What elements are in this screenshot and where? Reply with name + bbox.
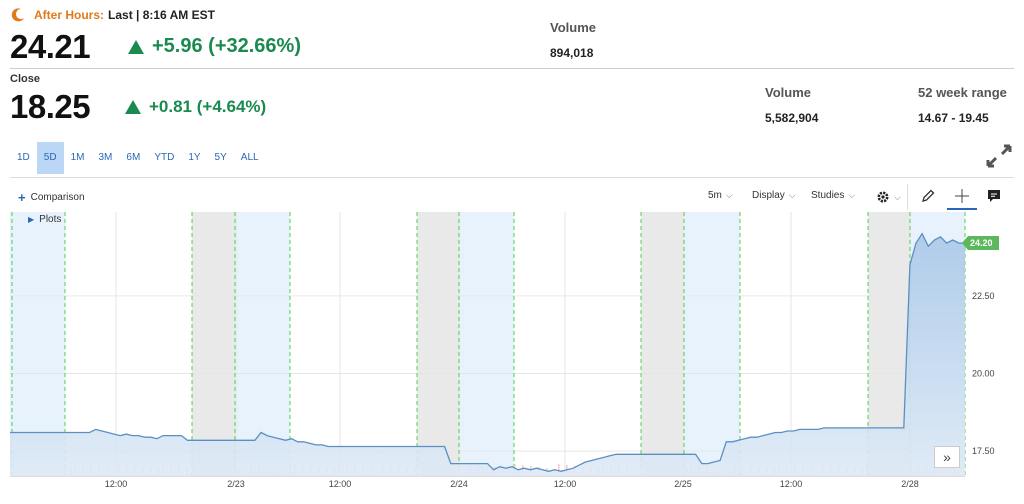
after-hours-row: After Hours: Last | 8:16 AM EST: [10, 6, 215, 24]
gear-icon: [877, 191, 889, 203]
expand-icon[interactable]: [985, 143, 1013, 169]
x-tick-label: 12:00: [329, 479, 352, 488]
range-ytd[interactable]: YTD: [154, 152, 175, 163]
x-tick-label: 2/24: [450, 479, 468, 488]
session-band: [684, 212, 740, 476]
after-hours-change-value: +5.96 (+32.66%): [152, 35, 301, 57]
session-band: [235, 212, 290, 476]
studies-dropdown[interactable]: Studies ⌵: [811, 190, 855, 201]
price-area: [10, 233, 965, 476]
week-range-label: 52 week range: [918, 85, 1007, 100]
session-band: [192, 212, 235, 476]
after-hours-volume: 894,018: [550, 46, 594, 60]
close-change: +0.81 (+4.64%): [125, 97, 266, 117]
range-1m[interactable]: 1M: [70, 152, 85, 163]
x-tick-label: 12:00: [780, 479, 803, 488]
up-arrow-icon: [125, 100, 141, 114]
price-line: [10, 232, 965, 472]
x-tick-label: 12:00: [554, 479, 577, 488]
moon-icon: [11, 8, 24, 22]
after-hours-volume-label: Volume: [550, 20, 596, 35]
range-all[interactable]: ALL: [240, 152, 259, 163]
pencil-icon[interactable]: [920, 188, 936, 204]
chart-toolbar: + Comparison 5m ⌵ Display ⌵ Studies ⌵ ⌵: [10, 184, 1014, 210]
interval-label: 5m: [708, 190, 722, 201]
x-tick-label: 2/23: [227, 479, 245, 488]
interval-dropdown[interactable]: 5m ⌵: [708, 190, 733, 201]
crosshair-tool[interactable]: [947, 184, 977, 210]
scroll-right-button[interactable]: »: [934, 446, 960, 468]
after-hours-last-time: Last | 8:16 AM EST: [108, 8, 215, 22]
chevron-down-icon: ⌵: [894, 191, 901, 202]
after-hours-price: 24.21: [10, 28, 91, 65]
x-tick-label: 2/25: [674, 479, 692, 488]
settings-dropdown[interactable]: ⌵: [876, 190, 901, 204]
session-band: [641, 212, 684, 476]
y-tick-label: 17.50: [972, 446, 995, 456]
crosshair-icon: [955, 189, 969, 203]
week-range-value: 14.67 - 19.45: [918, 111, 989, 125]
triangle-right-icon: ▶: [28, 215, 35, 224]
range-selector: 1D 5D 1M 3M 6M YTD 1Y 5Y ALL: [10, 142, 266, 174]
plus-icon: +: [18, 190, 26, 205]
after-hours-label: After Hours:: [34, 8, 105, 22]
chevron-down-icon: ⌵: [788, 190, 796, 200]
studies-label: Studies: [811, 190, 845, 201]
x-tick-label: 2/28: [901, 479, 919, 488]
display-dropdown[interactable]: Display ⌵: [752, 190, 796, 201]
session-band: [417, 212, 459, 476]
volume-bar: [558, 464, 560, 476]
range-5y[interactable]: 5Y: [214, 152, 227, 163]
last-price-tag: 24.20: [962, 236, 999, 251]
toolbar-divider: [10, 177, 1014, 178]
x-tick-label: 12:00: [105, 479, 128, 488]
close-price: 18.25: [10, 88, 91, 125]
range-6m[interactable]: 6M: [126, 152, 141, 163]
close-volume-label: Volume: [765, 85, 811, 100]
close-volume: 5,582,904: [765, 111, 819, 125]
plots-label: Plots: [39, 214, 62, 225]
up-arrow-icon: [128, 39, 144, 54]
chevron-down-icon: ⌵: [848, 190, 856, 200]
range-5d[interactable]: 5D: [36, 142, 64, 174]
after-hours-change: +5.96 (+32.66%): [128, 35, 301, 58]
display-label: Display: [752, 190, 785, 201]
y-tick-label: 22.50: [972, 291, 995, 301]
range-3m[interactable]: 3M: [98, 152, 113, 163]
session-band: [459, 212, 514, 476]
chevron-down-icon: ⌵: [725, 190, 733, 200]
toolbar-separator: [907, 184, 908, 210]
plots-toggle[interactable]: ▶ Plots: [28, 214, 61, 225]
range-1d[interactable]: 1D: [17, 152, 30, 163]
close-label: Close: [10, 73, 40, 85]
header-divider: [10, 68, 1014, 69]
price-chart[interactable]: 17.50 20.00 22.50 12:00 2/23 12:00 2/24 12:00 2…: [0, 210, 1024, 488]
last-price-label: 24.20: [970, 238, 993, 248]
close-change-value: +0.81 (+4.64%): [149, 97, 267, 116]
y-tick-label: 20.00: [972, 369, 995, 379]
comparison-label: Comparison: [30, 192, 85, 203]
comment-icon[interactable]: [986, 188, 1002, 204]
range-1y[interactable]: 1Y: [188, 152, 201, 163]
comparison-button[interactable]: + Comparison: [18, 190, 85, 205]
